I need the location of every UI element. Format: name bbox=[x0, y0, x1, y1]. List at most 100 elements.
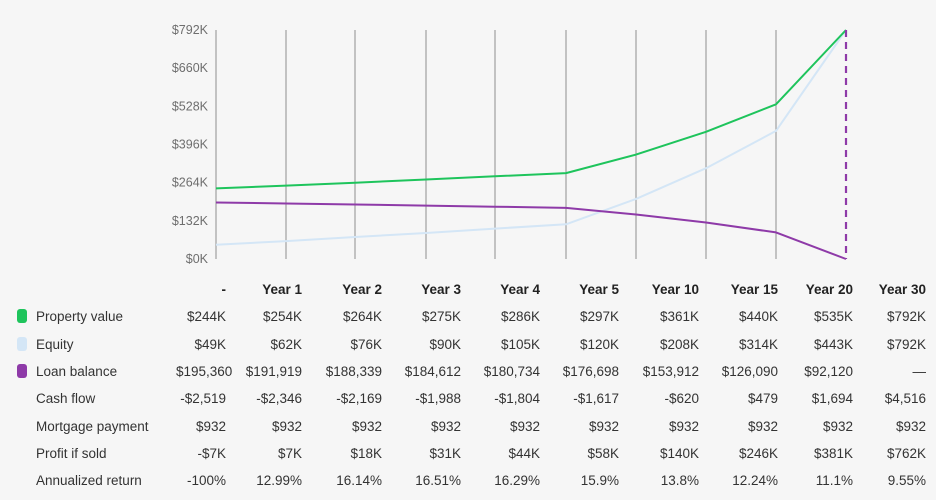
row-label: Mortgage payment bbox=[10, 412, 176, 439]
series-line bbox=[215, 29, 847, 190]
legend-swatch[interactable] bbox=[17, 309, 27, 324]
column-header: - bbox=[221, 282, 227, 298]
table-cell: $246K bbox=[738, 445, 778, 461]
table-cell: $208K bbox=[659, 336, 699, 352]
table-cell: 13.8% bbox=[660, 473, 699, 489]
y-tick-label: $528K bbox=[172, 99, 209, 113]
table-cell: -100% bbox=[186, 473, 226, 489]
header-corner bbox=[10, 276, 176, 303]
row-label-text: Cash flow bbox=[36, 391, 96, 407]
column-header: Year 5 bbox=[579, 282, 619, 298]
table-cell: $932 bbox=[747, 418, 778, 434]
table-cell: $18K bbox=[350, 445, 382, 461]
table-cell: $264K bbox=[342, 309, 382, 325]
table-cell: -$1,988 bbox=[415, 391, 461, 407]
table-cell: -$2,346 bbox=[256, 391, 302, 407]
table-row: Profit if sold -$7K $7K $18K $31K $44K $58K $14… bbox=[10, 440, 926, 467]
table-cell: $932 bbox=[668, 418, 699, 434]
table-row: Equity $49K $62K $76K $90K $105K $120K $208K $31… bbox=[10, 331, 926, 358]
table-cell: $792K bbox=[886, 336, 926, 352]
table-cell: $932 bbox=[822, 418, 853, 434]
row-label: Property value bbox=[10, 303, 176, 330]
projection-table: - Year 1 Year 2 Year 3 Year 4 Year 5 Year 10 Ye… bbox=[10, 276, 926, 494]
table-cell: $176,698 bbox=[562, 364, 619, 380]
table-cell: $92,120 bbox=[804, 364, 853, 380]
table-cell: $153,912 bbox=[642, 364, 699, 380]
table-cell: $49K bbox=[194, 336, 226, 352]
table-cell: $361K bbox=[659, 309, 699, 325]
table-cell: $297K bbox=[579, 309, 619, 325]
table-cell: 12.24% bbox=[732, 473, 778, 489]
table-cell: $792K bbox=[886, 309, 926, 325]
table-cell: $244K bbox=[186, 309, 226, 325]
table-cell: $932 bbox=[588, 418, 619, 434]
table-cell: $314K bbox=[738, 336, 778, 352]
table-cell: $932 bbox=[271, 418, 302, 434]
table-cell: $188,339 bbox=[325, 364, 382, 380]
table-cell: $932 bbox=[195, 418, 226, 434]
series-line bbox=[215, 29, 847, 246]
table-cell: -$2,519 bbox=[180, 391, 226, 407]
series-line bbox=[215, 201, 847, 260]
table-cell: $932 bbox=[895, 418, 926, 434]
table-cell: $932 bbox=[509, 418, 540, 434]
column-header: Year 1 bbox=[262, 282, 302, 298]
table-cell: 16.51% bbox=[415, 473, 461, 489]
table-cell: $31K bbox=[429, 445, 461, 461]
y-tick-label: $0K bbox=[186, 252, 209, 266]
table-cell: $440K bbox=[738, 309, 778, 325]
table-cell: — bbox=[912, 364, 927, 380]
table-cell: 12.99% bbox=[256, 473, 302, 489]
row-label-text: Profit if sold bbox=[36, 445, 107, 461]
table-row: Loan balance $195,360 $191,919 $188,339 $184… bbox=[10, 358, 926, 385]
row-label-text: Annualized return bbox=[36, 473, 142, 489]
table-cell: -$7K bbox=[197, 445, 226, 461]
table-cell: -$1,617 bbox=[573, 391, 619, 407]
table-cell: $44K bbox=[508, 445, 540, 461]
y-tick-label: $660K bbox=[172, 61, 209, 75]
row-label: Profit if sold bbox=[10, 440, 176, 467]
table-cell: $140K bbox=[659, 445, 699, 461]
row-label: Equity bbox=[10, 331, 176, 358]
row-label-text: Mortgage payment bbox=[36, 418, 149, 434]
table-cell: $1,694 bbox=[811, 391, 853, 407]
row-label-text: Loan balance bbox=[36, 364, 118, 380]
table-cell: $4,516 bbox=[884, 391, 926, 407]
column-header: Year 4 bbox=[500, 282, 540, 298]
table-cell: $535K bbox=[813, 309, 853, 325]
column-header: Year 15 bbox=[730, 282, 778, 298]
column-header: Year 10 bbox=[651, 282, 699, 298]
table-cell: $381K bbox=[813, 445, 853, 461]
table-cell: 11.1% bbox=[815, 473, 853, 489]
table-row: Mortgage payment $932 $932 $932 $932 $932 $932… bbox=[10, 412, 926, 439]
table-cell: $443K bbox=[813, 336, 853, 352]
table-cell: $180,734 bbox=[483, 364, 540, 380]
projection-chart: $0K $132K $264K $396K $528K $660K $792K bbox=[172, 23, 848, 266]
table-cell: $7K bbox=[277, 445, 302, 461]
table-cell: $120K bbox=[579, 336, 619, 352]
legend-swatch[interactable] bbox=[17, 364, 27, 379]
row-label-text: Equity bbox=[36, 336, 74, 352]
table-cell: $932 bbox=[351, 418, 382, 434]
table-cell: $105K bbox=[500, 336, 540, 352]
table-cell: $90K bbox=[429, 336, 461, 352]
table-cell: 16.29% bbox=[494, 473, 540, 489]
table-cell: $76K bbox=[350, 336, 382, 352]
column-header: Year 20 bbox=[805, 282, 853, 298]
table-cell: $126,090 bbox=[721, 364, 778, 380]
table-cell: $62K bbox=[270, 336, 302, 352]
legend-swatch[interactable] bbox=[17, 336, 27, 351]
table-cell: $932 bbox=[430, 418, 461, 434]
table-cell: -$1,804 bbox=[494, 391, 540, 407]
table-row: Annualized return -100% 12.99% 16.14% 16.51%… bbox=[10, 467, 926, 494]
table-cell: $286K bbox=[500, 309, 540, 325]
table-cell: $479 bbox=[747, 391, 778, 407]
table-cell: 9.55% bbox=[887, 473, 926, 489]
column-header: Year 2 bbox=[342, 282, 382, 298]
table-row: Property value $244K $254K $264K $275K $286K $… bbox=[10, 303, 926, 330]
table-cell: -$620 bbox=[664, 391, 699, 407]
y-tick-label: $264K bbox=[172, 176, 209, 190]
row-label: Annualized return bbox=[10, 467, 176, 494]
table-cell: 16.14% bbox=[336, 473, 382, 489]
table-cell: $184,612 bbox=[404, 364, 461, 380]
